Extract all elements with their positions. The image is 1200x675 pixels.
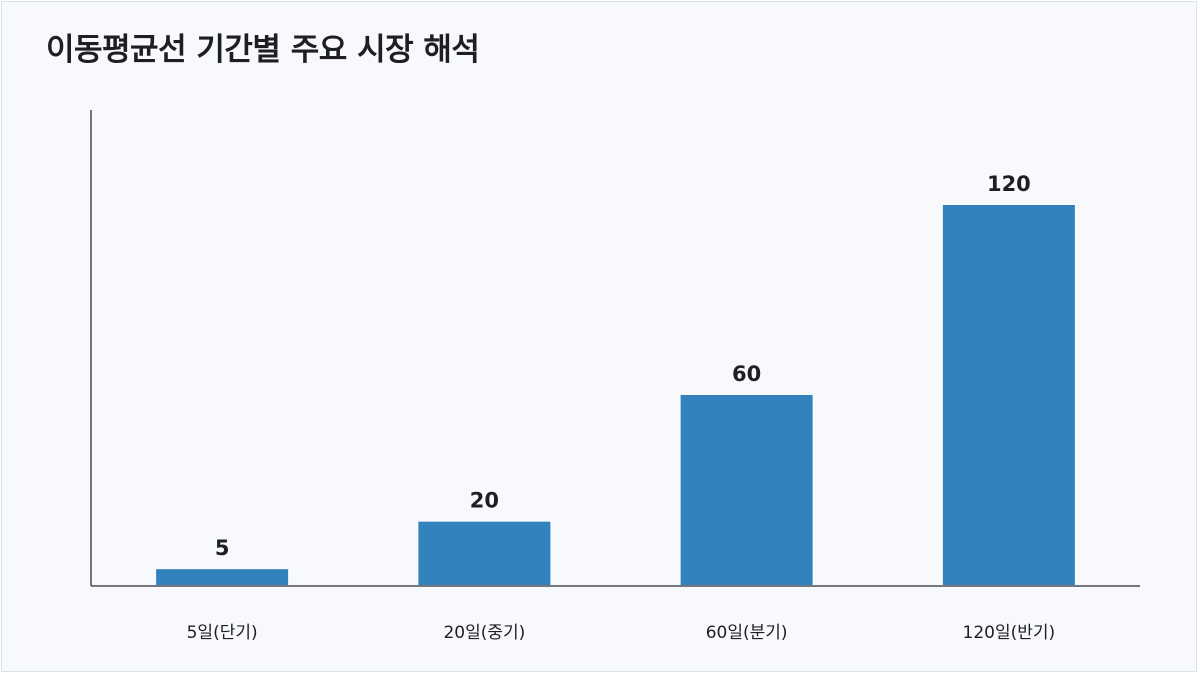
bar-value-label-1: 5 <box>215 536 230 560</box>
bar-2 <box>418 521 551 585</box>
category-labels-group: 5일(단기) 20일(중기) 60일(분기) 120일(반기) <box>187 623 1056 643</box>
bar-value-label-2: 20 <box>470 489 499 513</box>
bars-group <box>156 205 1075 585</box>
bar-value-label-4: 120 <box>987 172 1031 196</box>
category-label-2: 20일(중기) <box>443 623 525 643</box>
bar-value-label-3: 60 <box>732 362 761 386</box>
category-label-3: 60일(분기) <box>706 623 788 643</box>
value-labels-group: 5 20 60 120 <box>215 172 1031 560</box>
chart-title: 이동평균선 기간별 주요 시장 해석 <box>46 32 480 68</box>
category-label-4: 120일(반기) <box>963 623 1056 643</box>
category-label-1: 5일(단기) <box>187 623 258 643</box>
bar-4 <box>942 205 1075 585</box>
bar-3 <box>680 395 813 585</box>
bar-1 <box>156 569 289 585</box>
